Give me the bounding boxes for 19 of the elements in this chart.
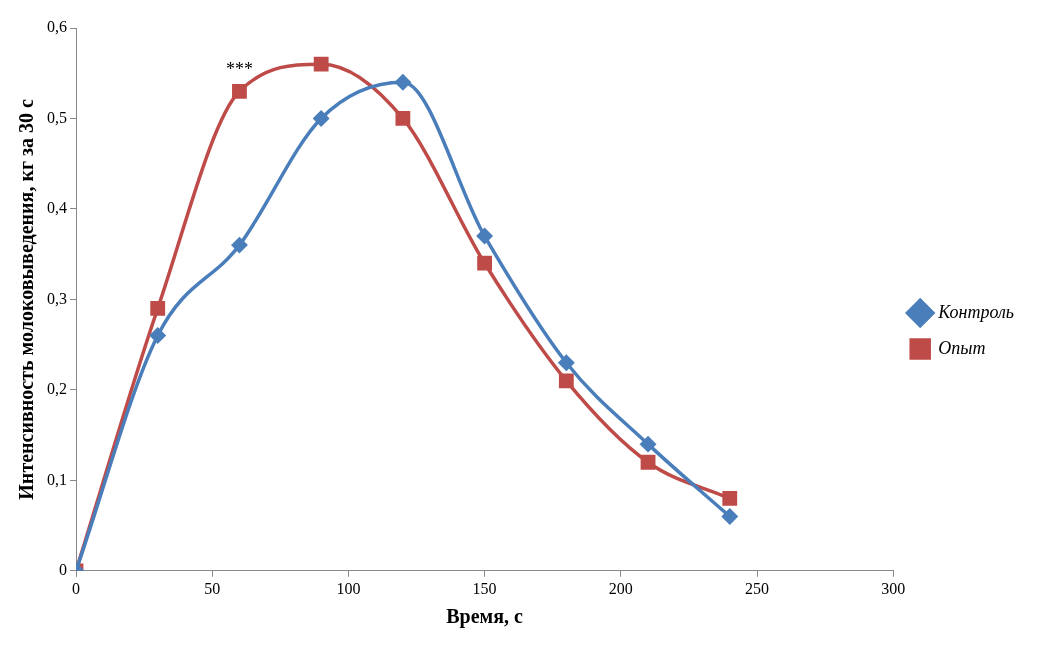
- x-tick-label: 0: [72, 579, 80, 597]
- y-tick-label: 0,5: [47, 108, 67, 126]
- x-tick-label: 300: [881, 579, 906, 597]
- x-axis-title: Время, с: [446, 605, 524, 629]
- x-tick-label: 100: [336, 579, 361, 597]
- x-tick-label: 50: [204, 579, 221, 597]
- y-tick-label: 0,4: [47, 199, 67, 217]
- y-tick-label: 0,3: [47, 289, 67, 307]
- y-tick-label: 0,2: [47, 380, 67, 398]
- y-tick-label: 0,6: [47, 18, 67, 36]
- legend-label: Контроль: [937, 301, 1015, 322]
- y-axis-title: Интенсивность молоковыведения, кг за 30 с: [15, 98, 38, 500]
- y-tick-label: 0,1: [47, 470, 67, 488]
- y-tick-label: 0: [59, 561, 67, 578]
- annotation: ***: [225, 59, 253, 80]
- x-tick-label: 200: [608, 579, 633, 597]
- legend-label: Опыт: [938, 337, 986, 358]
- x-tick-label: 250: [745, 579, 770, 597]
- x-tick-label: 150: [472, 579, 497, 597]
